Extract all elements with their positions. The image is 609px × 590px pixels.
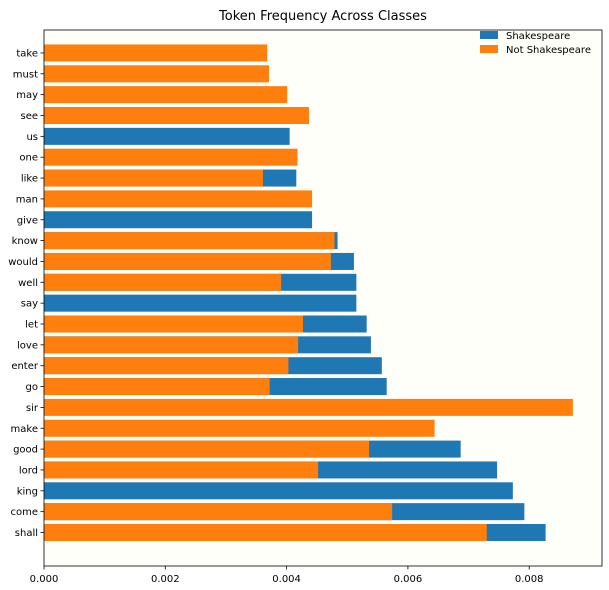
y-tick-label-may: may xyxy=(16,90,38,101)
y-tick-label-good: good xyxy=(13,445,38,456)
bar-not-shakespeare-let xyxy=(44,315,303,333)
y-tick-label-take: take xyxy=(16,48,38,59)
chart-title: Token Frequency Across Classes xyxy=(218,9,427,24)
y-tick-label-lord: lord xyxy=(19,465,38,476)
x-tick-label: 0.002 xyxy=(151,574,180,585)
bar-not-shakespeare-make xyxy=(44,419,435,437)
bar-shakespeare-give xyxy=(44,211,313,229)
y-tick-label-king: king xyxy=(17,486,38,497)
bar-not-shakespeare-know xyxy=(44,232,335,250)
x-tick-label: 0.008 xyxy=(515,574,544,585)
bar-not-shakespeare-like xyxy=(44,169,263,187)
y-tick-label-would: would xyxy=(8,257,38,268)
x-tick-label: 0.004 xyxy=(272,574,301,585)
bar-not-shakespeare-good xyxy=(44,440,370,458)
bar-not-shakespeare-may xyxy=(44,86,288,104)
y-tick-label-see: see xyxy=(20,111,38,122)
y-axis: shall come king lord good make sir go enter love l… xyxy=(8,48,44,539)
y-tick-label-one: one xyxy=(19,153,38,164)
bar-not-shakespeare-would xyxy=(44,252,331,270)
legend-label-shakespeare: Shakespeare xyxy=(506,31,570,42)
y-tick-label-enter: enter xyxy=(11,361,39,372)
y-tick-label-know: know xyxy=(12,236,38,247)
y-tick-label-shall: shall xyxy=(15,528,38,539)
y-tick-label-come: come xyxy=(10,507,38,518)
y-tick-label-give: give xyxy=(17,215,38,226)
y-tick-label-love: love xyxy=(17,340,38,351)
bar-not-shakespeare-must xyxy=(44,65,270,83)
y-tick-label-say: say xyxy=(21,299,38,310)
bar-not-shakespeare-sir xyxy=(44,398,573,416)
legend-swatch-shakespeare xyxy=(480,31,498,39)
bar-shakespeare-king xyxy=(44,482,513,500)
y-tick-label-us: us xyxy=(26,132,38,143)
legend: Shakespeare Not Shakespeare xyxy=(480,31,591,56)
bar-not-shakespeare-one xyxy=(44,148,298,166)
bar-not-shakespeare-come xyxy=(44,503,393,521)
legend-swatch-not-shakespeare xyxy=(480,45,498,53)
legend-label-not-shakespeare: Not Shakespeare xyxy=(506,45,591,56)
bar-not-shakespeare-enter xyxy=(44,357,289,375)
bar-not-shakespeare-man xyxy=(44,190,313,208)
y-tick-label-let: let xyxy=(25,320,38,331)
x-axis: 0.000 0.002 0.004 0.006 0.008 xyxy=(30,566,544,585)
x-tick-label: 0.006 xyxy=(394,574,423,585)
x-tick-label: 0.000 xyxy=(30,574,59,585)
bar-not-shakespeare-see xyxy=(44,107,310,124)
bar-not-shakespeare-shall xyxy=(44,524,487,541)
y-tick-label-go: go xyxy=(26,382,38,393)
bar-not-shakespeare-well xyxy=(44,273,282,291)
bars-group xyxy=(44,44,573,541)
y-tick-label-make: make xyxy=(11,424,38,435)
bar-not-shakespeare-lord xyxy=(44,461,319,479)
y-tick-label-well: well xyxy=(18,278,38,289)
bar-shakespeare-us xyxy=(44,127,290,145)
plot-frame xyxy=(43,29,603,567)
bar-shakespeare-say xyxy=(44,294,357,312)
y-tick-label-sir: sir xyxy=(26,403,39,414)
bar-not-shakespeare-love xyxy=(44,336,299,354)
bar-not-shakespeare-take xyxy=(44,44,268,62)
bar-not-shakespeare-go xyxy=(44,378,270,396)
y-tick-label-must: must xyxy=(13,69,38,80)
y-tick-label-man: man xyxy=(16,194,38,205)
y-tick-label-like: like xyxy=(21,174,38,185)
